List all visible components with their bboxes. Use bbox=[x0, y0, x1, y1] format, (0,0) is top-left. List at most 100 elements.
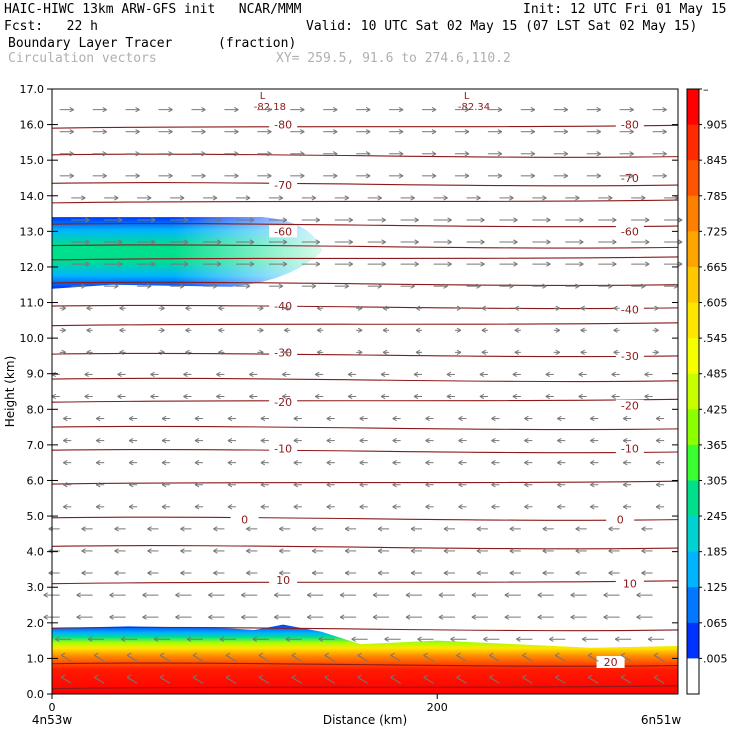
vector-head bbox=[555, 349, 561, 355]
vector-head bbox=[339, 592, 345, 598]
vector-head bbox=[234, 107, 239, 113]
vector-head bbox=[311, 526, 317, 532]
vector-head bbox=[326, 460, 331, 466]
vector-head bbox=[357, 305, 363, 311]
vector-head bbox=[620, 674, 626, 680]
vector-head bbox=[300, 129, 305, 135]
vector-head bbox=[481, 349, 487, 355]
y-tick-label: 16.0 bbox=[20, 119, 45, 132]
contour-line bbox=[51, 516, 679, 521]
y-tick-label: 17.0 bbox=[20, 83, 45, 96]
vector-head bbox=[563, 107, 569, 113]
vector-head bbox=[415, 327, 421, 333]
contour-line bbox=[51, 685, 679, 690]
cross-section-coords: XY= 259.5, 91.6 to 274.6,110.2 bbox=[276, 51, 511, 66]
vector-head bbox=[194, 504, 200, 510]
vector-head bbox=[491, 415, 496, 422]
vector-head bbox=[249, 217, 255, 223]
vector-head bbox=[194, 460, 200, 466]
vector-head bbox=[390, 652, 395, 658]
vector-head bbox=[608, 195, 613, 201]
colorbar-label: .125 bbox=[703, 581, 728, 594]
contour-label-bg bbox=[230, 513, 259, 526]
colorbar-label: .605 bbox=[703, 297, 728, 310]
vector-head bbox=[175, 592, 180, 598]
vector-head bbox=[431, 129, 437, 135]
contour-label-bg bbox=[606, 513, 635, 526]
vector-head bbox=[81, 570, 86, 576]
y-tick-label: 6.0 bbox=[27, 474, 45, 487]
vector-head bbox=[344, 548, 350, 554]
vector-head bbox=[410, 526, 416, 532]
vector-head bbox=[458, 415, 463, 422]
vector-head bbox=[300, 151, 305, 157]
vector-head bbox=[150, 261, 156, 267]
vector-head bbox=[274, 592, 279, 598]
vector-head bbox=[611, 371, 616, 378]
vector-head bbox=[212, 195, 218, 201]
vector-head bbox=[530, 107, 536, 113]
vector-head bbox=[410, 195, 415, 201]
vector-head bbox=[655, 482, 661, 488]
vector-head bbox=[613, 327, 618, 333]
vector-head bbox=[212, 283, 218, 289]
vector-head bbox=[300, 107, 305, 113]
colorbar-label: .305 bbox=[703, 474, 728, 487]
colorbar-label: .485 bbox=[703, 368, 728, 381]
vector-head bbox=[180, 526, 185, 532]
vector-head bbox=[241, 614, 246, 620]
vector-head bbox=[438, 592, 444, 598]
vector-head bbox=[612, 239, 617, 245]
vector-head bbox=[86, 305, 91, 311]
colorbar-label: .065 bbox=[703, 617, 728, 630]
vector-head bbox=[274, 614, 279, 620]
vector-head bbox=[282, 239, 288, 245]
vector-head bbox=[332, 107, 338, 113]
contour-line bbox=[51, 480, 679, 485]
vector-head bbox=[311, 283, 317, 289]
vector-head bbox=[260, 504, 266, 510]
contour-line bbox=[51, 124, 679, 129]
contour-label: 20 bbox=[604, 656, 618, 669]
vector-head bbox=[160, 305, 165, 311]
x-end-label-left: 4n53w bbox=[32, 713, 73, 727]
vector-head bbox=[423, 652, 428, 658]
vector-head bbox=[267, 151, 272, 157]
contour-label: -70 bbox=[274, 179, 292, 192]
vector-head bbox=[575, 195, 580, 201]
vector-head bbox=[542, 548, 548, 554]
vector-head bbox=[260, 482, 266, 488]
vector-head bbox=[613, 349, 618, 355]
vector-head bbox=[504, 592, 510, 598]
vector-head bbox=[128, 437, 134, 444]
vector-head bbox=[555, 327, 561, 333]
contour-line bbox=[51, 662, 679, 667]
vector-head bbox=[183, 261, 189, 267]
vector-head bbox=[225, 652, 231, 658]
vector-head bbox=[128, 460, 134, 466]
vector-head bbox=[161, 415, 167, 422]
colorbar-swatch bbox=[687, 622, 699, 659]
vector-head bbox=[603, 614, 608, 620]
vector-head bbox=[596, 129, 601, 135]
vector-head bbox=[85, 217, 90, 223]
vector-head bbox=[640, 195, 646, 201]
vector-head bbox=[326, 504, 331, 510]
vector-head bbox=[227, 504, 233, 510]
vector-head bbox=[380, 393, 386, 400]
x-tick-label: 200 bbox=[427, 701, 448, 714]
contour-label-bg bbox=[269, 300, 298, 313]
contour-line bbox=[51, 281, 679, 286]
contour-line bbox=[51, 377, 679, 383]
vector-head bbox=[95, 482, 101, 488]
vector-head bbox=[509, 195, 514, 201]
vector-head bbox=[644, 393, 649, 400]
vector-head bbox=[81, 526, 86, 532]
vector-head bbox=[218, 349, 223, 355]
vector-head bbox=[245, 195, 251, 201]
vector-head bbox=[293, 437, 299, 444]
vector-head bbox=[216, 239, 222, 245]
vector-head bbox=[216, 393, 221, 400]
vector-head bbox=[677, 217, 683, 223]
vector-head bbox=[348, 261, 353, 267]
